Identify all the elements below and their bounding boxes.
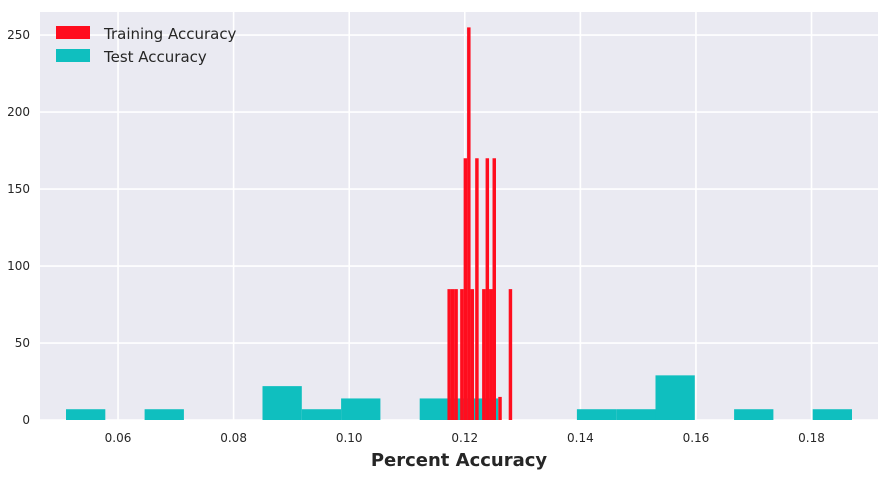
x-tick-label: 0.08 (220, 431, 247, 445)
training-accuracy-bar (489, 289, 493, 420)
legend-swatch-training (56, 26, 90, 39)
test-accuracy-bar (144, 409, 184, 420)
legend-label-test: Test Accuracy (103, 48, 207, 66)
y-tick-label: 50 (15, 336, 30, 350)
y-tick-label: 200 (7, 105, 30, 119)
x-axis-ticks: 0.06 0.08 0.10 0.12 0.14 0.16 0.18 (105, 431, 825, 445)
training-accuracy-bar (447, 289, 451, 420)
training-accuracy-bar (467, 27, 471, 420)
x-tick-label: 0.18 (798, 431, 825, 445)
training-accuracy-bar (450, 289, 455, 420)
training-accuracy-bar (470, 289, 475, 420)
test-accuracy-bar (576, 409, 617, 420)
training-accuracy-bar (508, 289, 513, 420)
y-tick-label: 250 (7, 28, 30, 42)
training-accuracy-bar (463, 158, 468, 420)
x-tick-label: 0.12 (451, 431, 478, 445)
training-accuracy-bar (482, 289, 486, 420)
training-accuracy-bar (498, 396, 502, 420)
x-tick-label: 0.06 (105, 431, 132, 445)
training-accuracy-bar (485, 158, 490, 420)
x-axis-label: Percent Accuracy (371, 450, 548, 471)
x-tick-label: 0.14 (567, 431, 594, 445)
training-accuracy-bar (475, 158, 479, 420)
legend-label-training: Training Accuracy (103, 25, 237, 43)
training-accuracy-bar (454, 289, 458, 420)
test-accuracy-bar (734, 409, 774, 420)
training-accuracy-bars (447, 27, 513, 420)
test-accuracy-bar (341, 398, 381, 420)
test-accuracy-bar (812, 409, 852, 420)
test-accuracy-bar (655, 375, 695, 420)
plot-background (40, 12, 878, 420)
grid-lines (40, 12, 878, 421)
training-accuracy-bar (460, 289, 464, 420)
test-accuracy-bar (301, 409, 342, 420)
test-accuracy-bar (262, 386, 302, 420)
legend: Training Accuracy Test Accuracy (56, 25, 237, 66)
y-tick-label: 150 (7, 182, 30, 196)
test-accuracy-bar (66, 409, 106, 420)
x-tick-label: 0.10 (336, 431, 363, 445)
training-accuracy-bar (492, 158, 496, 420)
legend-swatch-test (56, 49, 90, 62)
y-tick-label: 100 (7, 259, 30, 273)
y-axis-ticks: 0 50 100 150 200 250 (7, 28, 30, 427)
y-tick-label: 0 (22, 413, 30, 427)
x-tick-label: 0.16 (683, 431, 710, 445)
test-accuracy-bar (616, 409, 656, 420)
